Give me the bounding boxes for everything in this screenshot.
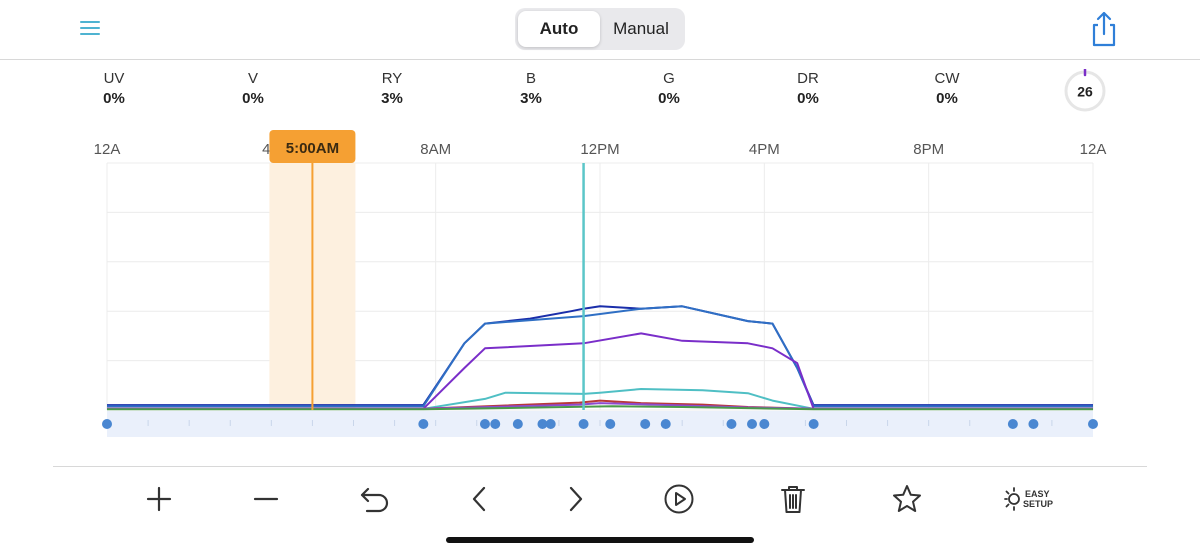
favorite-button[interactable] (887, 481, 927, 517)
channel-cw: CW 0% (907, 70, 987, 107)
channel-name: RY (381, 70, 403, 87)
temperature-value: 26 (1077, 84, 1093, 100)
segment-manual[interactable]: Manual (613, 19, 669, 38)
selected-time-label[interactable]: 5:00AM (286, 140, 339, 157)
control-point[interactable] (545, 419, 556, 429)
control-point[interactable] (808, 419, 819, 429)
easy-setup-label-line2: SETUP (1023, 499, 1053, 509)
x-tick-label: 8AM (420, 141, 451, 158)
undo-button[interactable] (355, 481, 395, 517)
easy-setup-label-line1: EASY (1025, 489, 1050, 499)
previous-button[interactable] (460, 481, 500, 517)
x-tick-label: 8PM (913, 141, 944, 158)
control-point[interactable] (660, 419, 671, 429)
delete-button[interactable] (773, 481, 813, 517)
hamburger-menu-icon[interactable] (78, 16, 104, 40)
plus-icon (146, 486, 172, 512)
add-point-button[interactable] (139, 481, 179, 517)
chevron-left-icon (472, 486, 486, 512)
top-bar: Auto Manual (0, 0, 1200, 60)
channel-value: 0% (936, 90, 958, 107)
channel-g: G 0% (629, 70, 709, 107)
mode-segmented-control: Auto Manual (515, 8, 685, 50)
selected-time-label-bg[interactable] (269, 130, 356, 163)
control-point[interactable] (102, 419, 112, 429)
channel-name: UV (103, 70, 125, 87)
control-point[interactable] (578, 419, 589, 429)
channel-value: 3% (381, 90, 403, 107)
control-point[interactable] (1088, 419, 1098, 429)
control-point[interactable] (726, 419, 737, 429)
undo-icon (360, 487, 389, 513)
control-point[interactable] (512, 419, 523, 429)
channel-name: CW (934, 70, 960, 87)
control-point[interactable] (640, 419, 651, 429)
segment-auto[interactable]: Auto (518, 11, 600, 47)
control-point[interactable] (537, 419, 548, 429)
channel-name: DR (797, 70, 819, 87)
play-button[interactable] (659, 481, 699, 517)
easy-setup-icon: EASY SETUP (1004, 487, 1053, 511)
x-tick-label: 12A (94, 141, 121, 158)
control-point[interactable] (1028, 419, 1039, 429)
easy-setup-button[interactable]: EASY SETUP (1003, 481, 1061, 517)
channel-v: V 0% (213, 70, 293, 107)
channel-value: 3% (520, 90, 542, 107)
channel-value: 0% (103, 90, 125, 107)
play-circle-icon (664, 484, 694, 514)
x-tick-label: 12A (1080, 141, 1107, 158)
control-point[interactable] (605, 419, 616, 429)
channel-value: 0% (797, 90, 819, 107)
x-tick-label: 4PM (749, 141, 780, 158)
channel-value: 0% (658, 90, 680, 107)
channel-value: 0% (242, 90, 264, 107)
series-line-4 (107, 388, 1093, 410)
minus-icon (253, 497, 279, 501)
channel-readouts: UV 0% V 0% RY 3% B 3% G 0% DR 0% CW 0% 2… (0, 62, 1200, 122)
series-line-3 (107, 332, 1093, 410)
temperature-dial[interactable]: 26 (1063, 68, 1107, 113)
control-point[interactable] (1007, 419, 1018, 429)
control-point[interactable] (479, 419, 490, 429)
light-schedule-chart[interactable]: 12A4A8AM12PM4PM8PM12A5:00AM (0, 125, 1200, 445)
x-tick-label: 12PM (580, 141, 619, 158)
channel-name: B (525, 70, 536, 87)
schedule-chart[interactable]: 12A4A8AM12PM4PM8PM12A5:00AM (0, 125, 1200, 445)
channel-uv: UV 0% (74, 70, 154, 107)
channel-name: V (247, 70, 258, 87)
remove-point-button[interactable] (246, 481, 286, 517)
chevron-right-icon (569, 486, 583, 512)
control-point[interactable] (747, 419, 758, 429)
share-icon[interactable] (1088, 10, 1120, 48)
control-point[interactable] (759, 419, 770, 429)
bottom-toolbar: EASY SETUP (53, 466, 1147, 555)
trash-icon (781, 486, 805, 513)
channel-b: B 3% (491, 70, 571, 107)
series-line-7 (107, 405, 1093, 411)
control-point[interactable] (490, 419, 501, 429)
channel-dr: DR 0% (768, 70, 848, 107)
star-icon (893, 485, 921, 512)
next-button[interactable] (555, 481, 595, 517)
series-line-2 (107, 305, 1093, 408)
home-indicator (446, 537, 754, 543)
channel-name: G (663, 70, 675, 87)
channel-ry: RY 3% (352, 70, 432, 107)
control-point[interactable] (418, 419, 429, 429)
